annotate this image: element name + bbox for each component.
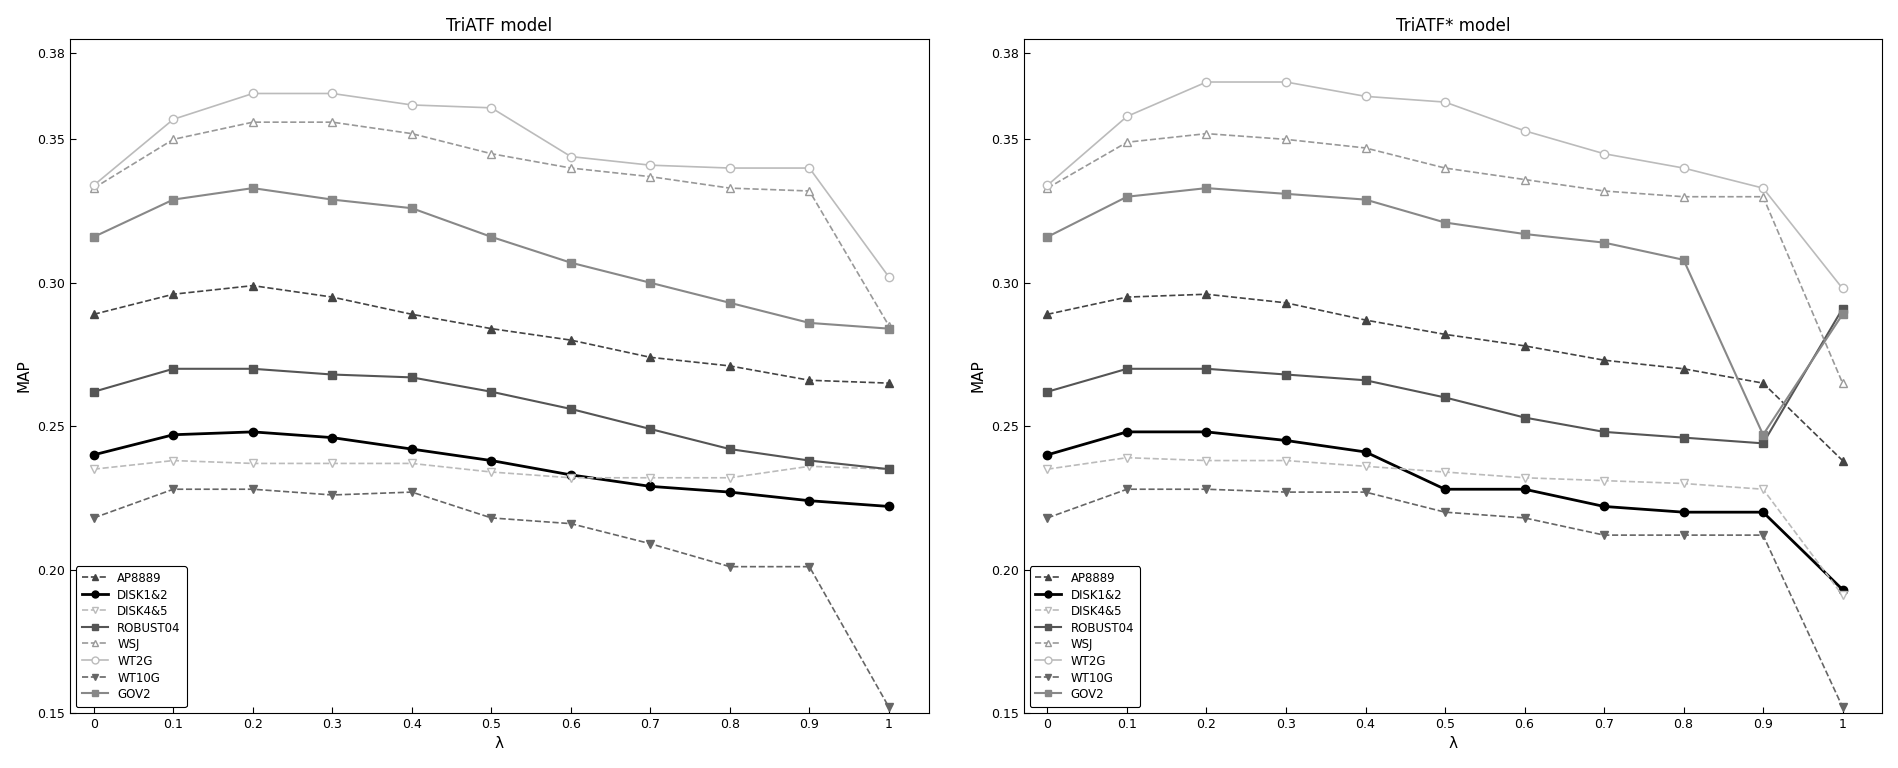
- Title: TriATF* model: TriATF* model: [1395, 17, 1509, 35]
- Y-axis label: MAP: MAP: [17, 359, 32, 392]
- Legend: AP8889, DISK1&2, DISK4&5, ROBUST04, WSJ, WT2G, WT10G, GOV2: AP8889, DISK1&2, DISK4&5, ROBUST04, WSJ,…: [1029, 566, 1139, 707]
- Title: TriATF model: TriATF model: [446, 17, 552, 35]
- X-axis label: λ: λ: [1448, 737, 1456, 751]
- X-axis label: λ: λ: [495, 737, 503, 751]
- Legend: AP8889, DISK1&2, DISK4&5, ROBUST04, WSJ, WT2G, WT10G, GOV2: AP8889, DISK1&2, DISK4&5, ROBUST04, WSJ,…: [76, 566, 186, 707]
- Y-axis label: MAP: MAP: [970, 359, 985, 392]
